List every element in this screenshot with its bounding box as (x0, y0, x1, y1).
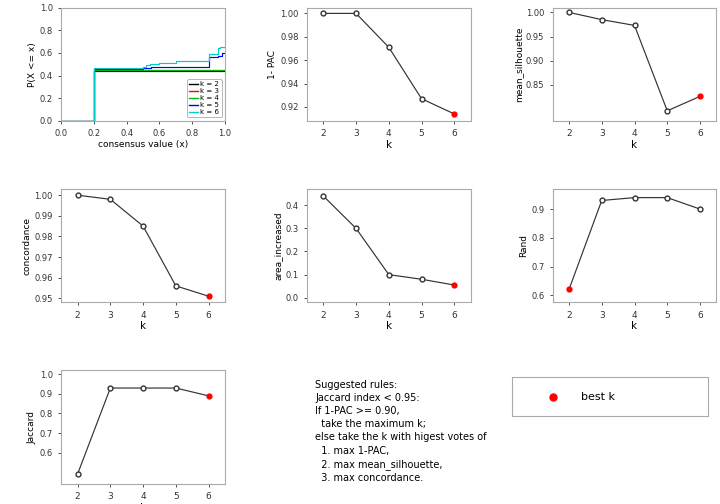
FancyBboxPatch shape (512, 377, 708, 416)
Y-axis label: concordance: concordance (22, 217, 32, 275)
Y-axis label: Jaccard: Jaccard (28, 411, 37, 444)
X-axis label: k: k (386, 140, 392, 150)
X-axis label: k: k (140, 502, 146, 504)
X-axis label: k: k (631, 321, 638, 331)
Y-axis label: mean_silhouette: mean_silhouette (514, 27, 523, 102)
Legend: k = 2, k = 3, k = 4, k = 5, k = 6: k = 2, k = 3, k = 4, k = 5, k = 6 (187, 79, 222, 117)
Y-axis label: Rand: Rand (519, 234, 528, 257)
X-axis label: k: k (631, 140, 638, 150)
Y-axis label: P(X <= x): P(X <= x) (28, 42, 37, 87)
X-axis label: k: k (386, 321, 392, 331)
X-axis label: consensus value (x): consensus value (x) (98, 140, 188, 149)
Y-axis label: 1- PAC: 1- PAC (269, 50, 277, 79)
Text: Suggested rules:
Jaccard index < 0.95:
If 1-PAC >= 0.90,
  take the maximum k;
e: Suggested rules: Jaccard index < 0.95: I… (315, 380, 487, 483)
Text: best k: best k (581, 392, 616, 402)
Y-axis label: area_increased: area_increased (274, 211, 282, 280)
X-axis label: k: k (140, 321, 146, 331)
